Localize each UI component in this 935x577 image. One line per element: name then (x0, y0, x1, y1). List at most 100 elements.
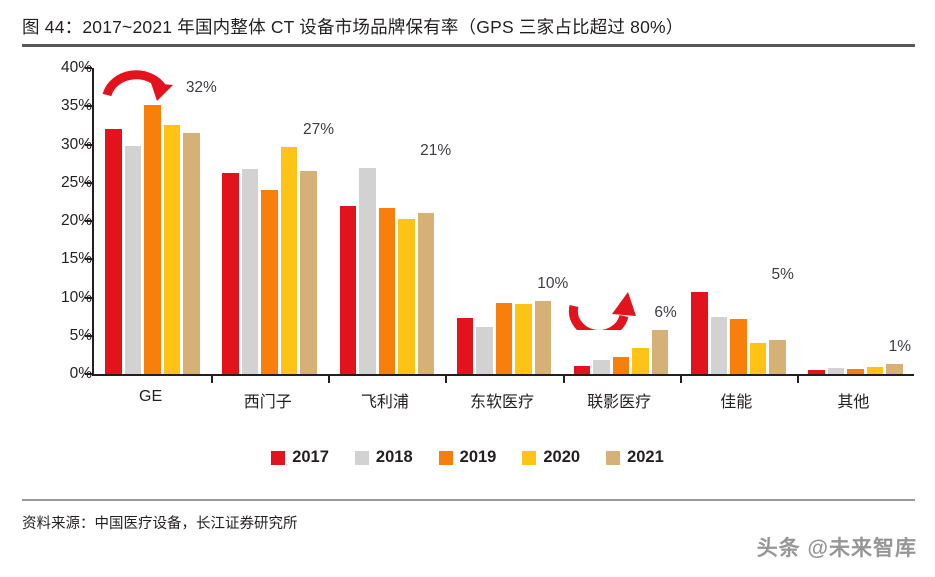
legend-item[interactable]: 2018 (354, 448, 413, 467)
y-axis-tick-label: 5% (69, 326, 92, 344)
x-axis-category-label: 西门子 (243, 394, 292, 411)
source-note: 资料来源：中国医疗设备，长江证券研究所 (22, 516, 298, 532)
bar-value-label: 21% (420, 142, 452, 160)
bar-value-label: 32% (185, 78, 217, 96)
y-axis-tick-mark (85, 258, 92, 261)
bar-group (445, 68, 562, 374)
bar (280, 146, 298, 374)
y-axis-tick-label: 40% (60, 59, 92, 76)
bar (222, 172, 239, 374)
bar (339, 205, 357, 374)
bar (300, 171, 317, 374)
legend-color-swatch (271, 450, 286, 465)
bar (398, 219, 415, 374)
legend-item[interactable]: 2019 (438, 448, 497, 467)
bar (632, 348, 649, 374)
legend-item[interactable]: 2017 (271, 448, 329, 467)
bar (886, 364, 903, 374)
bar-chart: 40% 35% 30% 25% 20% 15% 10% 5% 0% 32% 27% 21% 10% 6%… (0, 52, 935, 492)
legend-label: 2018 (375, 448, 413, 466)
chart-legend: 2017 2018 2019 2020 2021 (0, 448, 935, 467)
bar (183, 133, 200, 374)
legend-item[interactable]: 2021 (606, 448, 664, 467)
bar (710, 316, 728, 374)
y-axis-tick-label: 35% (60, 97, 92, 115)
bar (144, 104, 161, 374)
y-axis-tick-mark (85, 105, 92, 108)
bar-group (680, 68, 797, 374)
x-axis-category-label: 联影医疗 (587, 394, 652, 411)
y-axis-tick-mark (85, 296, 92, 299)
legend-color-swatch (438, 450, 453, 465)
bar (749, 343, 767, 374)
bar (261, 189, 278, 374)
bar (847, 369, 864, 374)
title-divider (22, 44, 915, 47)
bar (105, 129, 122, 374)
bar-value-label: 27% (302, 120, 334, 138)
bar-group (94, 68, 211, 374)
legend-color-swatch (354, 450, 369, 465)
bar (378, 208, 396, 374)
watermark: 头条 @未来智库 (756, 537, 917, 560)
bar (866, 367, 884, 374)
y-axis-tick-mark (85, 143, 92, 146)
bar (691, 292, 708, 374)
bar (124, 146, 142, 374)
x-axis-tick-mark (445, 376, 448, 383)
bar (769, 339, 786, 374)
bar (163, 125, 181, 374)
y-axis-tick-label: 0% (69, 365, 92, 382)
x-axis-tick-mark (562, 376, 565, 383)
bar (593, 360, 610, 374)
bar-value-label: 1% (888, 338, 912, 356)
bar-value-label: 10% (537, 275, 569, 293)
bar (573, 365, 591, 374)
x-axis-tick-mark (211, 376, 214, 383)
bar (651, 330, 669, 374)
y-axis-tick-label: 10% (60, 288, 92, 306)
x-axis-tick-mark (796, 376, 799, 383)
y-axis-tick-mark (85, 334, 92, 337)
bar (827, 367, 845, 374)
y-axis-tick-mark (85, 373, 92, 375)
bar (241, 168, 259, 374)
plot-area: 32% 27% 21% 10% 6% 5% 1% (94, 68, 914, 374)
bar (534, 301, 552, 374)
y-axis-tick-label: 25% (60, 173, 92, 191)
y-axis-line (92, 68, 94, 374)
x-axis-category-label: 其他 (837, 394, 870, 411)
legend-color-swatch (522, 450, 537, 465)
bar (359, 168, 376, 374)
y-axis-tick-label: 15% (60, 250, 92, 268)
x-axis-category-label: 飞利浦 (360, 394, 409, 411)
x-axis-category-label: 佳能 (720, 394, 753, 411)
y-axis-tick-mark (85, 67, 92, 69)
x-axis-category-label: GE (139, 388, 163, 405)
legend-label: 2021 (627, 448, 664, 466)
bar (417, 213, 435, 374)
bar (612, 357, 630, 374)
bar-group (797, 68, 914, 374)
bar (515, 303, 532, 374)
bar (495, 302, 513, 374)
legend-color-swatch (606, 450, 621, 465)
legend-label: 2017 (292, 448, 329, 466)
footer-divider (22, 499, 915, 501)
x-axis-tick-mark (679, 376, 682, 383)
bar (456, 318, 474, 374)
bar (730, 318, 747, 374)
legend-label: 2019 (459, 448, 497, 466)
y-axis-tick-mark (85, 220, 92, 222)
x-axis-category-label: 东软医疗 (469, 394, 535, 411)
bar-value-label: 6% (654, 304, 677, 322)
x-axis-tick-mark (328, 376, 331, 383)
bar-value-label: 5% (771, 266, 794, 284)
page-title: 图 44：2017~2021 年国内整体 CT 设备市场品牌保有率（GPS 三家… (22, 17, 684, 37)
bar (476, 327, 493, 374)
bar-group (328, 68, 445, 374)
legend-item[interactable]: 2020 (522, 448, 580, 467)
y-axis-tick-label: 30% (60, 135, 92, 153)
legend-label: 2020 (543, 448, 581, 466)
bar (808, 370, 825, 374)
